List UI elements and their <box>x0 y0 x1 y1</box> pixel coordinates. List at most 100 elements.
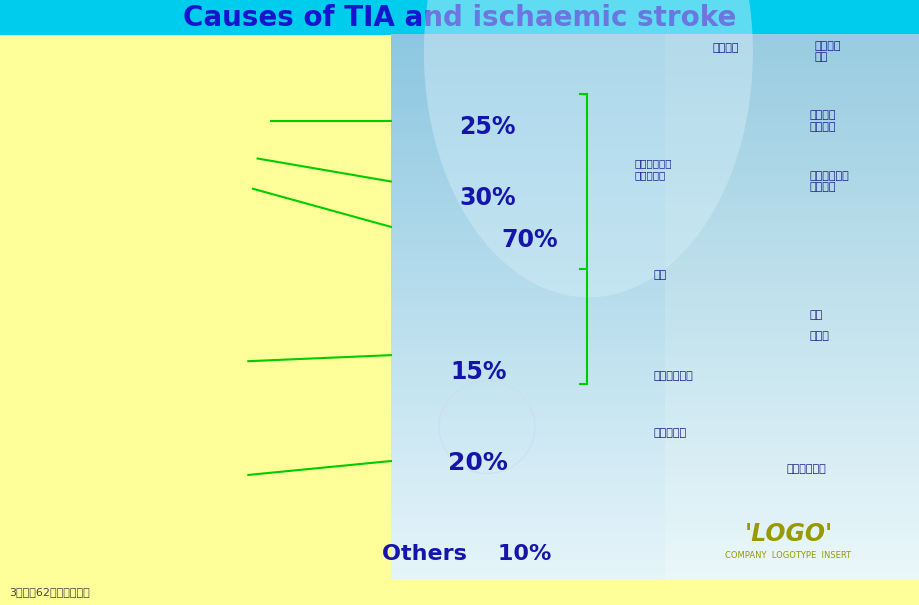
Bar <box>391 218 664 226</box>
Bar <box>664 327 919 335</box>
Text: 15%: 15% <box>449 360 506 384</box>
Bar <box>391 123 664 131</box>
Text: 主动脉弓斑塊: 主动脉弓斑塊 <box>652 371 692 381</box>
Bar <box>391 198 664 205</box>
Bar <box>391 89 664 96</box>
Bar <box>391 137 664 144</box>
Bar <box>664 477 919 484</box>
Bar <box>391 422 664 430</box>
Bar <box>391 96 664 103</box>
Bar <box>664 430 919 437</box>
Text: COMPANY  LOGOTYPE  INSERT: COMPANY LOGOTYPE INSERT <box>724 551 851 560</box>
Bar <box>664 123 919 131</box>
Bar <box>664 504 919 511</box>
Bar <box>664 89 919 96</box>
Bar <box>664 130 919 137</box>
Bar <box>664 273 919 280</box>
Bar <box>664 484 919 491</box>
Text: 穿交动脉
疾病: 穿交动脉 疾病 <box>813 41 840 62</box>
Bar <box>391 511 664 518</box>
Bar <box>664 96 919 103</box>
Bar <box>664 239 919 246</box>
Bar <box>391 497 664 505</box>
Bar <box>664 110 919 117</box>
Bar <box>391 375 664 382</box>
Bar <box>391 266 664 273</box>
Bar <box>391 463 664 471</box>
Bar <box>664 382 919 389</box>
Bar <box>391 273 664 280</box>
Bar <box>664 307 919 314</box>
Bar <box>391 259 664 266</box>
Bar <box>664 34 919 42</box>
Bar <box>391 286 664 294</box>
Bar <box>664 355 919 362</box>
Bar <box>391 416 664 423</box>
Text: 幸内动脉
籥样硬化: 幸内动脉 籥样硬化 <box>809 110 835 132</box>
Bar <box>391 157 664 165</box>
Bar <box>391 110 664 117</box>
Bar <box>391 150 664 158</box>
Bar <box>391 334 664 341</box>
Bar <box>664 313 919 321</box>
Bar <box>664 300 919 307</box>
Bar <box>664 171 919 178</box>
Bar <box>391 239 664 246</box>
Bar <box>664 538 919 546</box>
Bar <box>664 572 919 580</box>
Bar <box>664 280 919 287</box>
Bar <box>664 409 919 416</box>
Bar <box>664 137 919 144</box>
Bar <box>664 552 919 559</box>
Text: 30%: 30% <box>459 186 516 211</box>
Bar <box>664 436 919 443</box>
Bar <box>391 307 664 314</box>
Bar <box>391 402 664 410</box>
Bar <box>391 436 664 443</box>
Bar <box>391 409 664 416</box>
Bar <box>664 286 919 294</box>
Bar <box>391 246 664 253</box>
Bar <box>664 55 919 62</box>
Bar <box>391 116 664 123</box>
Bar <box>391 565 664 573</box>
Bar <box>391 191 664 198</box>
Bar <box>391 313 664 321</box>
Text: 动脉栓塞: 动脉栓塞 <box>712 44 739 53</box>
Bar <box>664 177 919 185</box>
Bar <box>664 41 919 49</box>
Bar <box>391 164 664 171</box>
Bar <box>391 34 664 42</box>
Text: 風动脉狹窄，
血流減少: 風动脉狹窄， 血流減少 <box>809 171 848 192</box>
Bar <box>664 76 919 83</box>
Bar <box>391 525 664 532</box>
Bar <box>664 402 919 410</box>
Bar <box>664 395 919 403</box>
Bar <box>391 327 664 335</box>
Bar <box>391 62 664 69</box>
Text: 25%: 25% <box>459 115 516 139</box>
Bar <box>664 470 919 477</box>
Ellipse shape <box>424 0 752 297</box>
Bar <box>664 103 919 110</box>
Bar <box>664 204 919 212</box>
Bar <box>391 355 664 362</box>
Bar <box>664 457 919 464</box>
Bar <box>391 545 664 552</box>
Bar <box>0 580 919 605</box>
Bar <box>391 185 664 192</box>
Bar <box>391 143 664 151</box>
Bar <box>664 259 919 266</box>
Bar <box>0 35 391 580</box>
Bar <box>664 225 919 232</box>
Bar <box>664 218 919 226</box>
Bar <box>664 321 919 328</box>
Bar <box>664 497 919 505</box>
Bar <box>391 518 664 525</box>
Bar <box>391 68 664 76</box>
Bar <box>391 341 664 348</box>
Bar <box>664 375 919 382</box>
Bar <box>0 0 919 35</box>
Bar <box>391 443 664 450</box>
Bar <box>664 545 919 552</box>
